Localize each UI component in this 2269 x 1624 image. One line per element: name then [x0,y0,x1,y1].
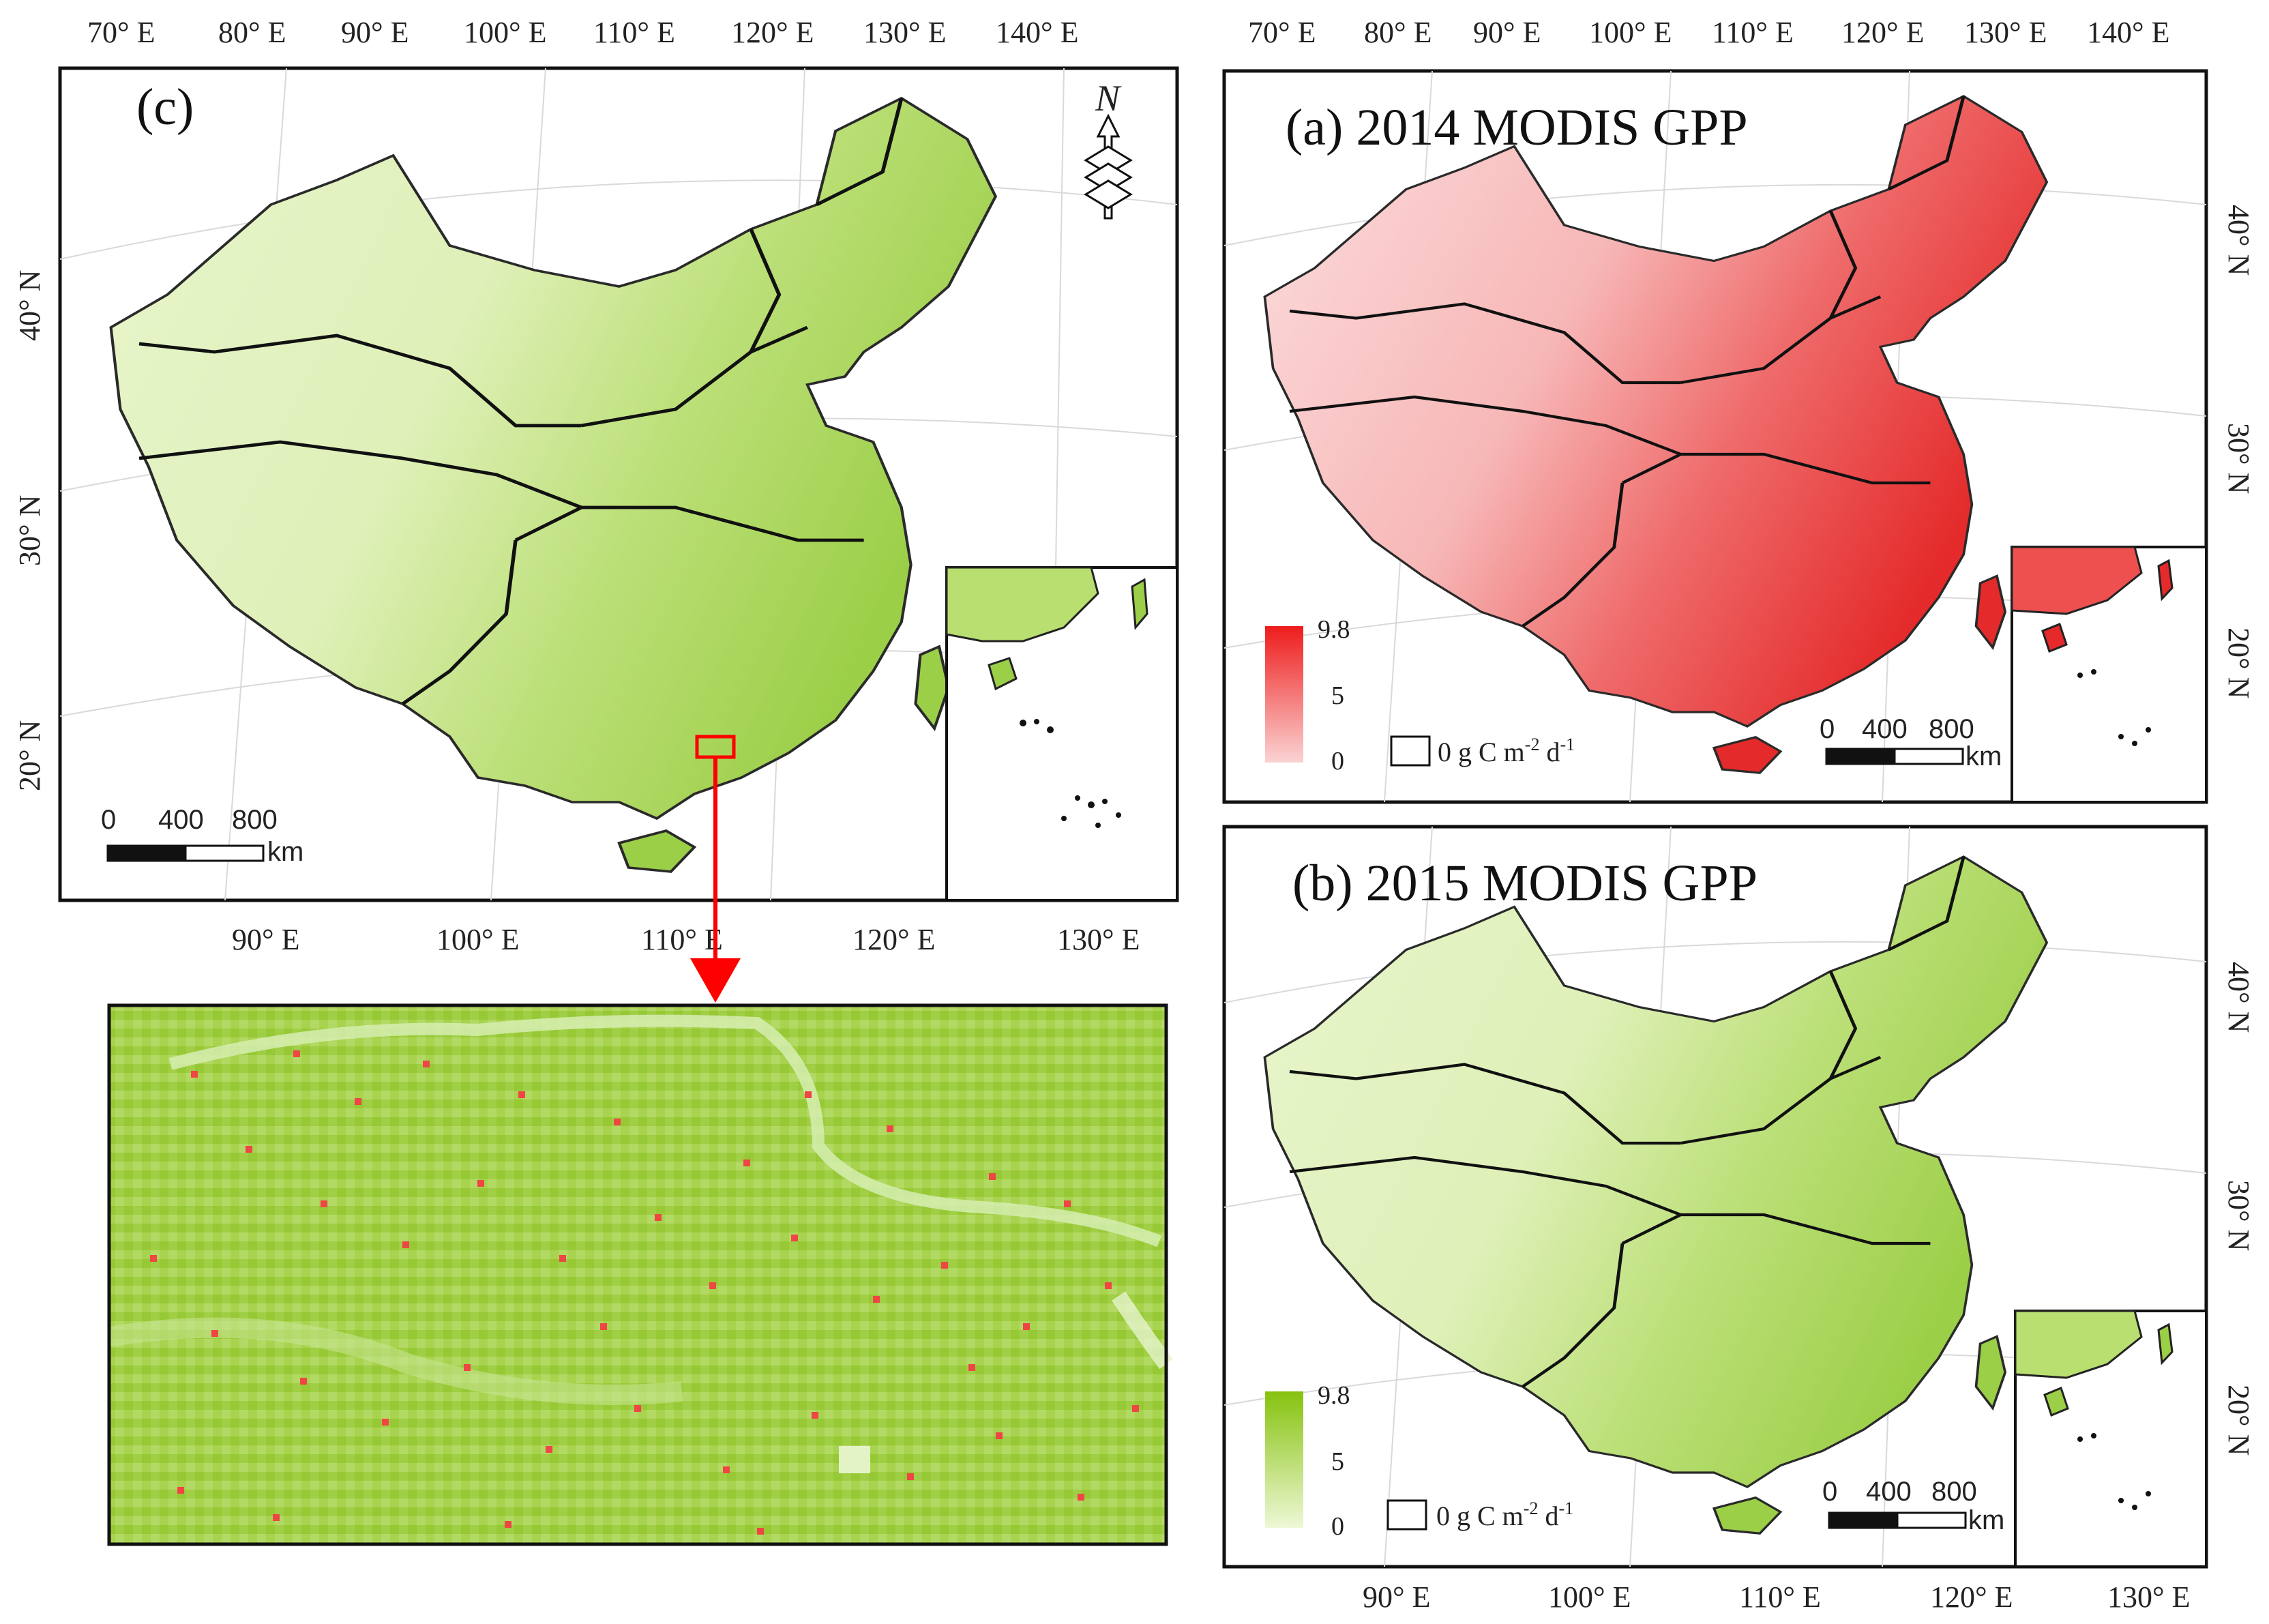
tick-top-a-3: 100° E [1589,16,1672,49]
scale-b-zero: 0 [1822,1477,1837,1507]
panel-b-inset [2014,1310,2208,1568]
panel-b: (b) 2015 MODIS GPP 9.8 5 0 0 g C m-2 d-1… [1222,825,2255,1614]
scale-a-zero: 0 [1820,714,1835,744]
panel-c-label: (c) [136,78,194,136]
tick-bottom-b-4: 130° E [2107,1580,2190,1614]
tick-right-b-1: 30° N [2222,1180,2255,1251]
tick-bottom-c-2: 110° E [641,923,723,956]
panel-b-title: (b) 2015 MODIS GPP [1292,855,1758,912]
panel-c: 0 400 800 km N (c) 70° E 80° E 90° E 100… [13,16,1179,956]
panel-c-left-ticks: 40° N 30° N 20° N [13,270,46,791]
scale-a-unit: km [1966,741,2002,771]
tick-right-b-0: 40° N [2222,962,2255,1033]
tick-top-c-6: 130° E [863,16,946,49]
tick-bottom-b-1: 100° E [1548,1580,1631,1614]
panel-a-title: (a) 2014 MODIS GPP [1286,99,1748,156]
tick-top-a-5: 120° E [1841,16,1924,49]
north-label: N [1095,78,1122,119]
scale-b-mid: 400 [1866,1477,1912,1507]
tick-top-a-4: 110° E [1712,16,1794,49]
scale-max: 800 [232,805,278,835]
tick-top-c-7: 140° E [996,16,1078,49]
tick-bottom-c-1: 100° E [436,923,519,956]
tick-bottom-c-4: 130° E [1057,923,1140,956]
panel-a-top-ticks: 70° E 80° E 90° E 100° E 110° E 120° E 1… [1248,16,2169,49]
tick-right-a-2: 20° N [2222,628,2255,698]
panel-a-scale-bar: 0 400 800 km [1820,714,2002,771]
panel-b-scale-bar: 0 400 800 km [1822,1477,2004,1535]
scale-mid: 400 [158,805,204,835]
panel-b-right-ticks: 40° N 30° N 20° N [2222,962,2255,1456]
tick-right-a-0: 40° N [2222,205,2255,276]
zoom-red-pixels [150,1050,1139,1535]
legend-b-max: 9.8 [1318,1381,1350,1410]
tick-top-c-2: 90° E [341,16,409,49]
tick-top-c-5: 120° E [731,16,814,49]
tick-left-c-2: 20° N [13,720,46,791]
tick-top-a-1: 80° E [1364,16,1432,49]
zoom-arrow [690,757,741,1003]
tick-top-a-6: 130° E [1964,16,2047,49]
tick-left-c-0: 40° N [13,270,46,341]
panel-b-bottom-ticks: 90° E 100° E 110° E 120° E 130° E [1363,1580,2190,1614]
panel-b-legend: 9.8 5 0 0 g C m-2 d-1 [1265,1381,1573,1541]
tick-bottom-c-0: 90° E [232,923,299,956]
tick-bottom-b-2: 110° E [1739,1580,1821,1614]
panel-c-bottom-ticks: 90° E 100° E 110° E 120° E 130° E [232,923,1140,956]
panel-c-scale-bar: 0 400 800 km [101,805,303,867]
tick-bottom-c-3: 120° E [852,923,935,956]
scale-a-max: 800 [1929,714,1974,744]
panel-a-legend-ramp [1265,626,1303,763]
tick-left-c-1: 30° N [13,495,46,566]
panel-b-unit-label: 0 g C m-2 d-1 [1436,1498,1573,1531]
panel-a-unit-label: 0 g C m-2 d-1 [1438,735,1575,767]
tick-top-a-7: 140° E [2087,16,2169,49]
tick-top-a-2: 90° E [1473,16,1541,49]
panel-b-legend-ramp [1265,1391,1303,1528]
zoom-panel-frame [107,1003,1168,1546]
legend-a-max: 9.8 [1318,615,1350,644]
tick-top-a-0: 70° E [1248,16,1316,49]
scale-a-mid: 400 [1862,714,1908,744]
legend-a-mid: 5 [1331,681,1344,710]
tick-right-a-1: 30° N [2222,423,2255,494]
panel-a-legend: 9.8 5 0 0 g C m-2 d-1 [1265,615,1575,776]
tick-top-c-4: 110° E [593,16,675,49]
panel-c-top-ticks: 70° E 80° E 90° E 100° E 110° E 120° E 1… [87,16,1078,49]
panel-c-inset [945,566,1178,902]
north-arrow-icon: N [1084,78,1133,220]
panel-a-right-ticks: 40° N 30° N 20° N [2222,205,2255,698]
tick-right-b-2: 20° N [2222,1385,2255,1456]
zoom-panel [107,1003,1173,1546]
legend-a-min: 0 [1331,747,1344,776]
legend-b-min: 0 [1331,1512,1344,1541]
tick-bottom-b-0: 90° E [1363,1580,1430,1614]
scale-b-unit: km [1968,1505,2004,1535]
scale-b-max: 800 [1931,1477,1977,1507]
tick-top-c-0: 70° E [87,16,155,49]
tick-top-c-3: 100° E [464,16,546,49]
panel-a-inset [2011,546,2208,803]
tick-bottom-b-3: 120° E [1930,1580,2013,1614]
scale-unit: km [267,837,303,867]
panel-a: (a) 2014 MODIS GPP 9.8 5 0 0 g C m-2 d-1… [1222,16,2255,804]
legend-b-mid: 5 [1331,1447,1344,1476]
scale-zero: 0 [101,805,116,835]
tick-top-c-1: 80° E [218,16,286,49]
